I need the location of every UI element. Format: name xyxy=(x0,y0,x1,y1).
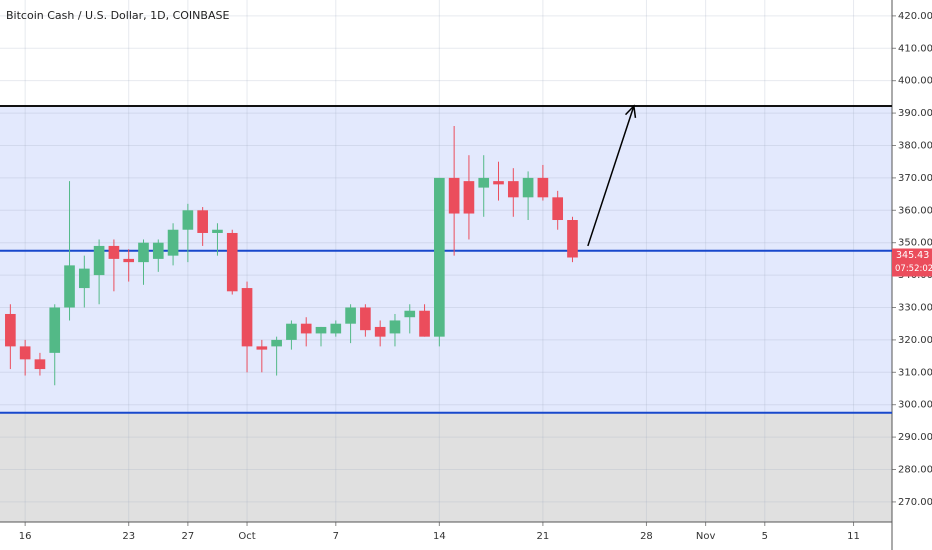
y-tick-label: 290.00 xyxy=(898,432,932,443)
lower-zone xyxy=(0,412,892,522)
candle-body xyxy=(552,197,564,221)
y-tick-label: 410.00 xyxy=(898,43,932,54)
y-tick-label: 320.00 xyxy=(898,335,932,346)
x-tick-label: 11 xyxy=(847,531,860,542)
candle-body xyxy=(19,346,31,360)
candle-body xyxy=(389,320,401,334)
y-tick-label: 420.00 xyxy=(898,11,932,22)
candle-body xyxy=(330,323,342,334)
candle-body xyxy=(463,181,475,214)
y-tick-label: 400.00 xyxy=(898,76,932,87)
candle-body xyxy=(93,245,105,276)
y-tick-label: 330.00 xyxy=(898,302,932,313)
candle-body xyxy=(167,229,179,256)
x-tick-label: 5 xyxy=(762,531,768,542)
y-tick-label: 380.00 xyxy=(898,140,932,151)
x-tick-label: 21 xyxy=(537,531,550,542)
x-tick-label: 28 xyxy=(640,531,653,542)
candle-body xyxy=(448,177,460,214)
arrow-head xyxy=(624,104,637,118)
candle-body xyxy=(374,326,386,337)
candle-body xyxy=(78,268,90,289)
y-tick-label: 370.00 xyxy=(898,173,932,184)
y-tick-label: 390.00 xyxy=(898,108,932,119)
x-tick-label: 16 xyxy=(19,531,32,542)
x-tick-label: 27 xyxy=(182,531,195,542)
candle-body xyxy=(108,245,120,259)
y-tick-label: 280.00 xyxy=(898,465,932,476)
x-tick-label: 23 xyxy=(122,531,135,542)
candle-body xyxy=(345,307,356,324)
candle-body xyxy=(522,177,534,198)
x-tick-label: Nov xyxy=(696,531,716,542)
candle-body xyxy=(478,177,490,188)
x-tick-label: 7 xyxy=(333,531,339,542)
y-tick-label: 350.00 xyxy=(898,238,932,249)
x-tick-label: Oct xyxy=(238,531,255,542)
candle-body xyxy=(212,229,223,233)
countdown: 07:52:02 xyxy=(895,264,932,274)
candle-body xyxy=(360,307,371,331)
candle-body xyxy=(493,181,504,185)
arrow xyxy=(587,105,635,247)
x-tick-label: 14 xyxy=(433,531,446,542)
candle-body xyxy=(197,210,208,233)
candle-body xyxy=(567,220,578,258)
candle-body xyxy=(152,242,164,259)
candle-body xyxy=(256,346,268,350)
candle-body xyxy=(286,323,297,340)
candle-body xyxy=(138,242,149,263)
candle-body xyxy=(49,307,61,353)
candle-body xyxy=(34,359,46,370)
candle-body xyxy=(5,313,16,347)
candle-body xyxy=(241,288,253,347)
y-tick-label: 300.00 xyxy=(898,400,932,411)
y-tick-label: 310.00 xyxy=(898,367,932,378)
y-tick-label: 360.00 xyxy=(898,205,932,216)
candle-body xyxy=(507,181,519,198)
price-tag-label: 345.43 xyxy=(896,250,929,261)
candle-body xyxy=(315,326,327,334)
price-tag xyxy=(892,248,932,277)
candle-body xyxy=(404,310,416,318)
candle-body xyxy=(123,258,135,263)
candle-body xyxy=(271,339,282,347)
candle-body xyxy=(434,177,445,337)
candle-body xyxy=(537,177,549,198)
candle-body xyxy=(226,232,238,292)
candle-body xyxy=(64,265,75,308)
candle-body xyxy=(300,323,312,334)
candle-body xyxy=(182,210,194,230)
candle-body xyxy=(419,310,430,337)
chart-title: Bitcoin Cash / U.S. Dollar, 1D, COINBASE xyxy=(6,9,229,22)
y-tick-label: 270.00 xyxy=(898,497,932,508)
